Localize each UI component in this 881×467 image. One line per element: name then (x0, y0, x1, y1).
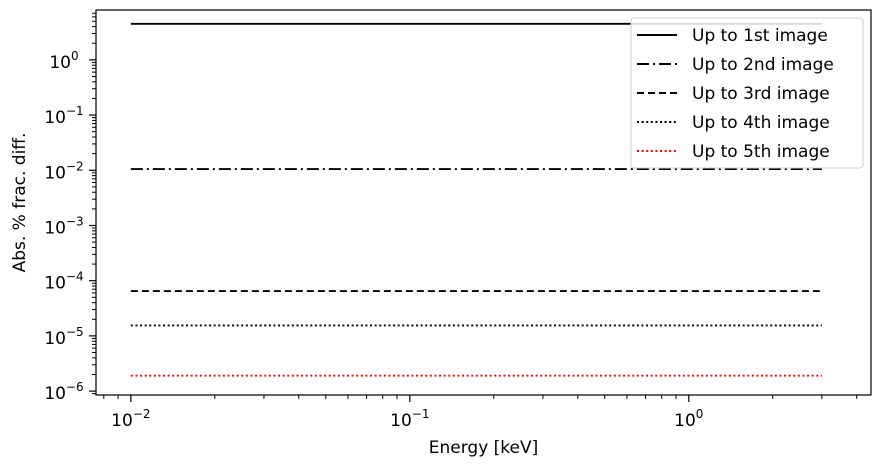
legend-label: Up to 2nd image (692, 55, 834, 75)
legend-label: Up to 1st image (692, 26, 828, 46)
x-tick-label-base: 10 (390, 411, 412, 431)
x-axis-label: Energy [keV] (429, 438, 539, 458)
legend: Up to 1st image Up to 2nd image Up to 3rd … (630, 17, 864, 169)
y-tick-label-exponent: −2 (66, 159, 84, 173)
legend-label: Up to 5th image (692, 142, 830, 162)
x-tick-label-exponent: 0 (696, 407, 704, 421)
y-tick-label-base: 10 (44, 218, 66, 238)
x-tick-label: 100 (674, 407, 703, 431)
x-tick-label: 10−1 (390, 407, 429, 431)
legend-label: Up to 3rd image (692, 84, 830, 104)
y-tick-label-exponent: −1 (66, 104, 84, 118)
y-tick-label-exponent: −3 (66, 214, 84, 228)
legend-box (630, 17, 864, 169)
y-tick-label: 10−6 (44, 380, 83, 404)
x-tick-label-exponent: −2 (133, 407, 151, 421)
y-tick-label: 10−5 (44, 325, 83, 349)
y-tick-label: 10−4 (44, 270, 83, 294)
x-tick-label-base: 10 (111, 411, 133, 431)
y-tick-label-base: 10 (44, 274, 66, 294)
y-axis-label: Abs. % frac. diff. (10, 133, 30, 273)
x-tick-label-base: 10 (674, 411, 696, 431)
y-tick-label: 10−2 (44, 159, 83, 183)
y-tick-label: 10−3 (44, 214, 83, 238)
y-tick-label-base: 10 (49, 53, 71, 73)
y-tick-label-base: 10 (44, 163, 66, 183)
y-tick-label-exponent: −5 (66, 325, 84, 339)
y-tick-label-exponent: −4 (66, 270, 84, 284)
y-tick-label-exponent: −6 (66, 380, 84, 394)
y-tick-label-base: 10 (44, 384, 66, 404)
x-tick-label-exponent: −1 (412, 407, 430, 421)
x-tick-label: 10−2 (111, 407, 150, 431)
y-tick-label-base: 10 (44, 329, 66, 349)
y-tick-label: 10−1 (44, 104, 83, 128)
y-tick-label-base: 10 (44, 108, 66, 128)
legend-label: Up to 4th image (692, 113, 830, 133)
y-tick-label-exponent: 0 (71, 49, 79, 63)
y-tick-label: 100 (49, 49, 78, 73)
plot-frame (95, 9, 872, 396)
